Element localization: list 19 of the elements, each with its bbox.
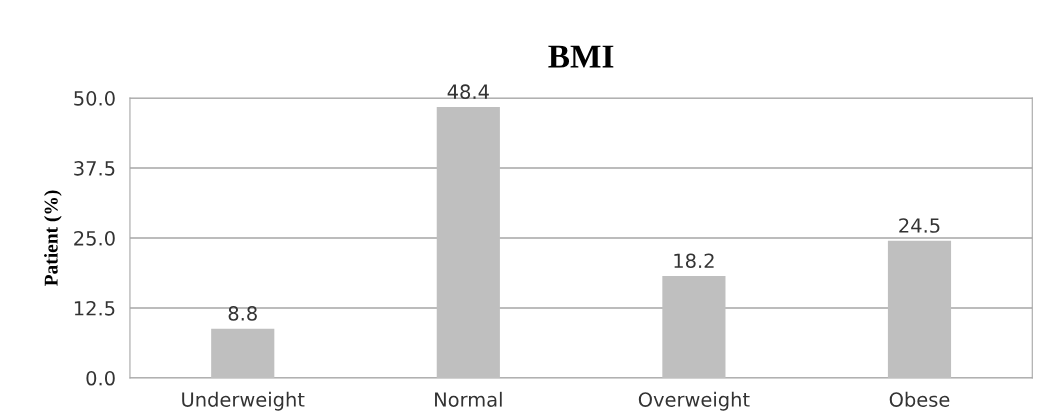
bar (887, 240, 952, 378)
bar (436, 107, 500, 378)
y-tick-label: 37.5 (74, 160, 115, 176)
data-label: 24.5 (899, 218, 940, 233)
data-label: 48.4 (447, 84, 489, 100)
y-tick-label: 0.0 (86, 370, 115, 386)
y-tick-label: 12.5 (74, 300, 115, 316)
bar (662, 276, 726, 378)
bar (211, 328, 275, 378)
y-tick-label: 50.0 (74, 91, 115, 106)
x-tick-label: Normal (435, 391, 502, 407)
data-label: 8.8 (228, 306, 257, 321)
x-tick-label: Underweight (182, 391, 305, 411)
x-tick-label: Overweight (638, 391, 750, 411)
data-label: 18.2 (674, 253, 714, 269)
y-axis-title: Patient (%) (44, 190, 62, 286)
y-tick-label: 25.0 (74, 230, 115, 246)
x-tick-label: Obese (889, 391, 950, 407)
chart-title: BMI (548, 45, 614, 68)
